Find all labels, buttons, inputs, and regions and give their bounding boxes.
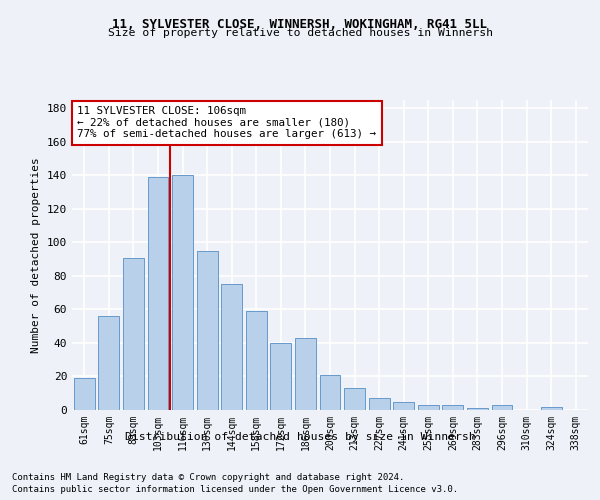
Bar bbox=[320, 375, 340, 410]
Bar bbox=[442, 405, 463, 410]
Bar bbox=[393, 402, 414, 410]
Bar bbox=[197, 251, 218, 410]
Bar bbox=[123, 258, 144, 410]
Y-axis label: Number of detached properties: Number of detached properties bbox=[31, 157, 41, 353]
Bar bbox=[541, 406, 562, 410]
Bar bbox=[271, 343, 292, 410]
Bar bbox=[467, 408, 488, 410]
Bar bbox=[221, 284, 242, 410]
Bar bbox=[368, 398, 389, 410]
Bar bbox=[148, 177, 169, 410]
Bar bbox=[344, 388, 365, 410]
Text: 11 SYLVESTER CLOSE: 106sqm
← 22% of detached houses are smaller (180)
77% of sem: 11 SYLVESTER CLOSE: 106sqm ← 22% of deta… bbox=[77, 106, 376, 140]
Bar bbox=[246, 311, 267, 410]
Bar bbox=[98, 316, 119, 410]
Text: Contains public sector information licensed under the Open Government Licence v3: Contains public sector information licen… bbox=[12, 485, 458, 494]
Text: 11, SYLVESTER CLOSE, WINNERSH, WOKINGHAM, RG41 5LL: 11, SYLVESTER CLOSE, WINNERSH, WOKINGHAM… bbox=[113, 18, 487, 30]
Bar bbox=[491, 405, 512, 410]
Bar bbox=[295, 338, 316, 410]
Text: Contains HM Land Registry data © Crown copyright and database right 2024.: Contains HM Land Registry data © Crown c… bbox=[12, 472, 404, 482]
Text: Distribution of detached houses by size in Winnersh: Distribution of detached houses by size … bbox=[125, 432, 475, 442]
Bar bbox=[418, 405, 439, 410]
Text: Size of property relative to detached houses in Winnersh: Size of property relative to detached ho… bbox=[107, 28, 493, 38]
Bar bbox=[172, 176, 193, 410]
Bar bbox=[74, 378, 95, 410]
